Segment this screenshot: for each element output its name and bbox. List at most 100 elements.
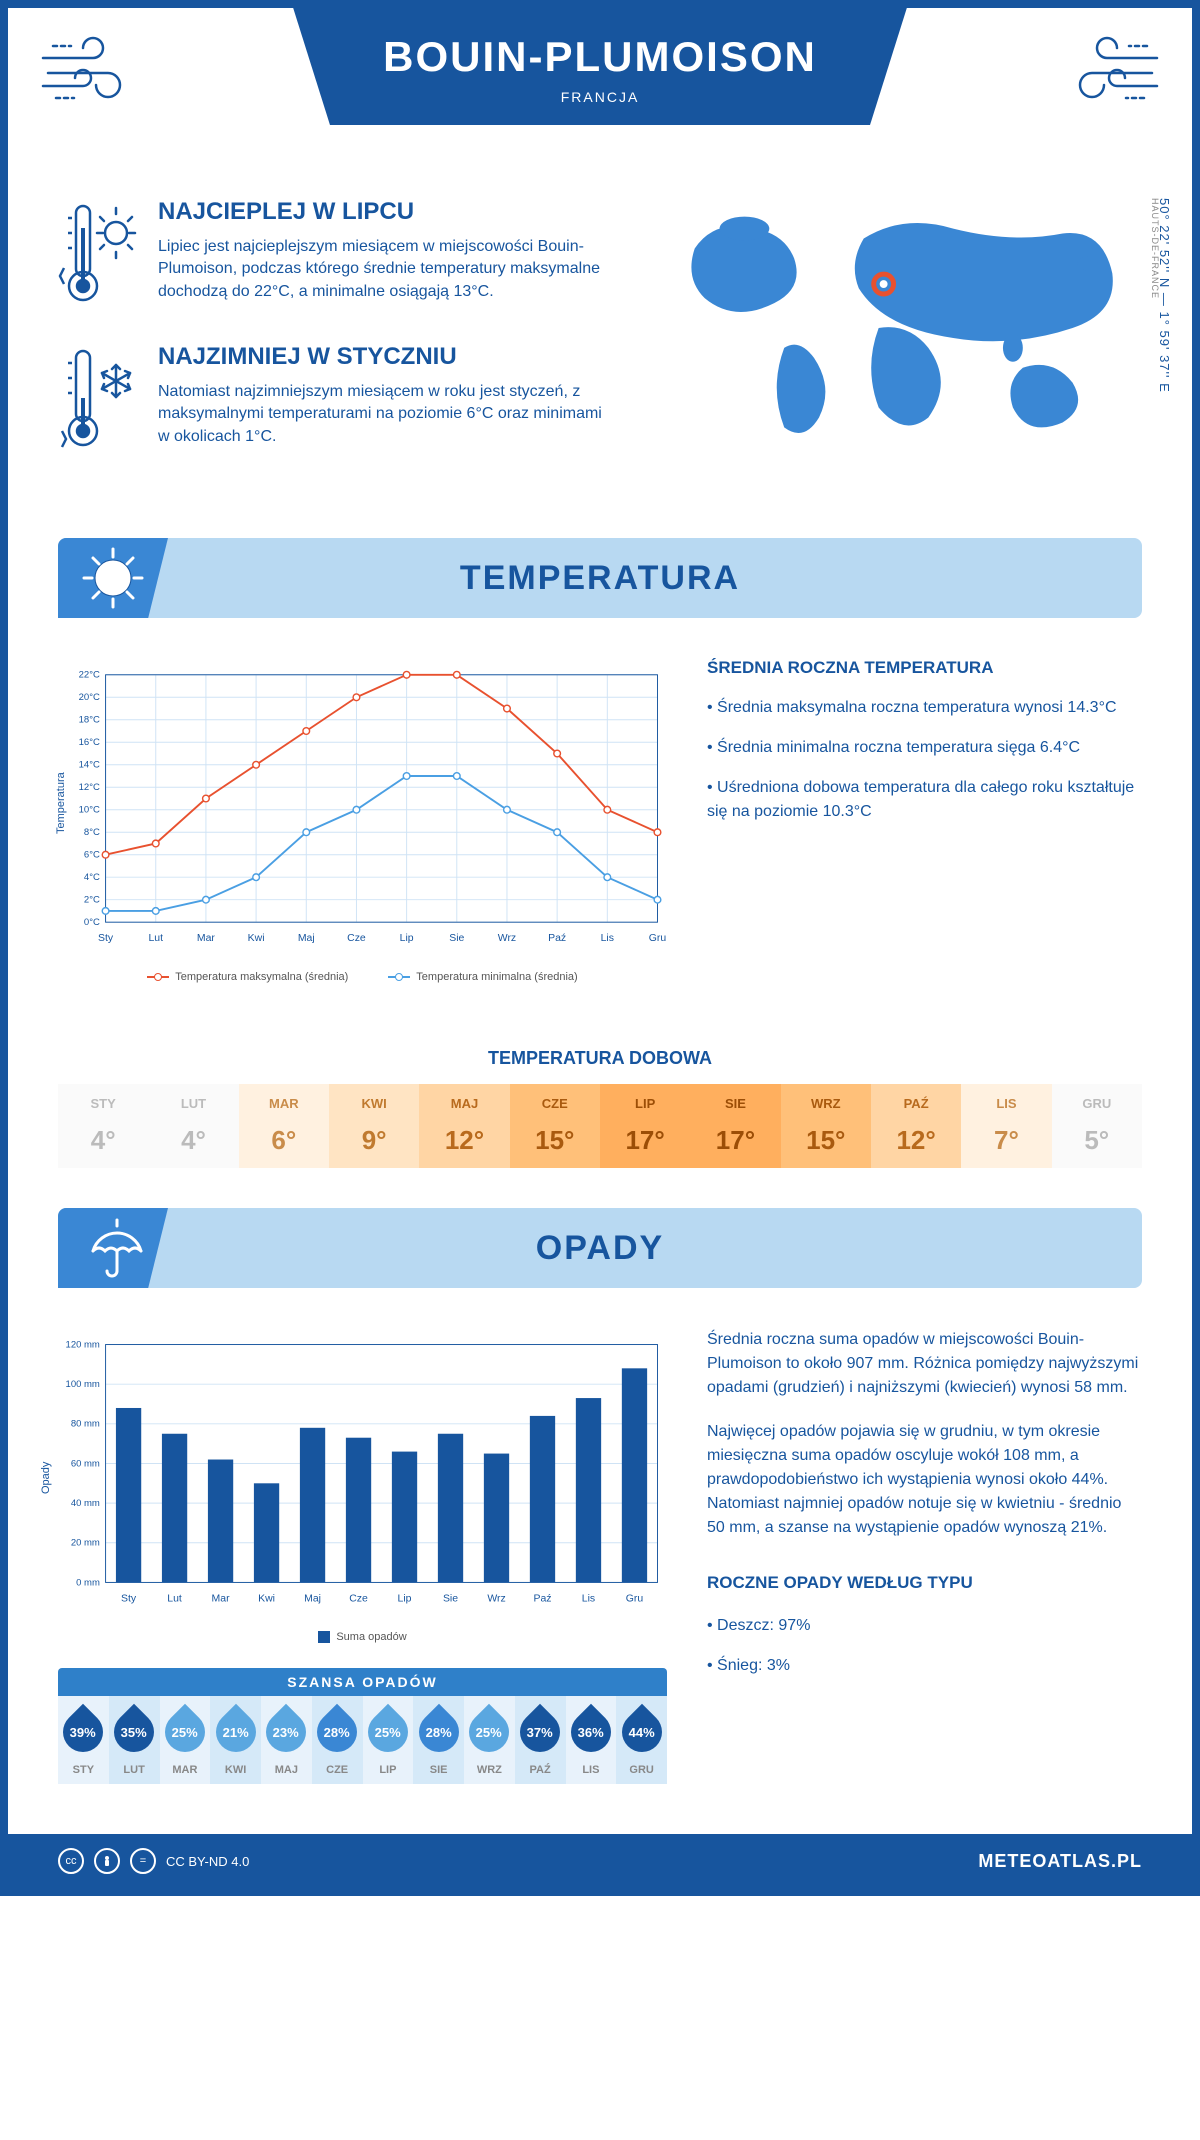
precip-type-item: • Śnieg: 3% <box>707 1654 1142 1678</box>
fact-title: NAJZIMNIEJ W STYCZNIU <box>158 343 605 371</box>
temperature-body: Temperatura 0°C2°C4°C6°C8°C10°C12°C14°C1… <box>8 628 1192 1028</box>
title-banner: BOUIN-PLUMOISON FRANCJA <box>293 8 907 125</box>
chance-cell: 21%KWI <box>210 1696 261 1784</box>
svg-text:Wrz: Wrz <box>487 1593 505 1604</box>
header: BOUIN-PLUMOISON FRANCJA <box>8 8 1192 178</box>
svg-text:Kwi: Kwi <box>258 1593 275 1604</box>
svg-text:Gru: Gru <box>649 933 667 944</box>
chance-cell: 44%GRU <box>616 1696 667 1784</box>
legend-min: Temperatura minimalna (średnia) <box>388 971 577 983</box>
cc-icon: cc <box>58 1848 84 1874</box>
precip-section-header: OPADY <box>58 1208 1142 1288</box>
license-text: CC BY-ND 4.0 <box>166 1854 249 1869</box>
svg-text:12°C: 12°C <box>79 782 100 793</box>
y-axis-label: Temperatura <box>55 772 67 834</box>
daily-temp-title: TEMPERATURA DOBOWA <box>8 1048 1192 1069</box>
fact-text: Natomiast najzimniejszym miesiącem w rok… <box>158 381 605 448</box>
chance-cell: 39%STY <box>58 1696 109 1784</box>
site-name: METEOATLAS.PL <box>978 1851 1142 1872</box>
chart-legend: Suma opadów <box>58 1631 667 1643</box>
facts-column: NAJCIEPLEJ W LIPCU Lipiec jest najcieple… <box>58 198 605 488</box>
chance-cell: 25%LIP <box>363 1696 414 1784</box>
daily-temp-cell: LIS7° <box>961 1084 1051 1168</box>
svg-text:Lis: Lis <box>582 1593 595 1604</box>
daily-temp-cell: MAJ12° <box>419 1084 509 1168</box>
coordinates-label: 50° 22' 52'' N — 1° 59' 37'' E <box>1157 198 1172 393</box>
sun-icon <box>58 538 168 618</box>
thermometer-snow-icon <box>58 343 138 458</box>
svg-text:20°C: 20°C <box>79 692 100 703</box>
svg-text:10°C: 10°C <box>79 805 100 816</box>
precip-chart-column: Opady 0 mm20 mm40 mm60 mm80 mm100 mm120 … <box>58 1328 667 1784</box>
warmest-fact: NAJCIEPLEJ W LIPCU Lipiec jest najcieple… <box>58 198 605 313</box>
temperature-summary: ŚREDNIA ROCZNA TEMPERATURA • Średnia mak… <box>707 658 1142 998</box>
svg-text:Mar: Mar <box>197 933 216 944</box>
footer: cc = CC BY-ND 4.0 METEOATLAS.PL <box>8 1834 1192 1888</box>
page: BOUIN-PLUMOISON FRANCJA NAJCIEPLEJ W LIP… <box>0 0 1200 1896</box>
chance-title: SZANSA OPADÓW <box>58 1668 667 1696</box>
chart-legend: Temperatura maksymalna (średnia) Tempera… <box>58 971 667 983</box>
chance-cell: 28%CZE <box>312 1696 363 1784</box>
section-title: TEMPERATURA <box>460 559 740 598</box>
country-label: FRANCJA <box>383 89 817 105</box>
temperature-section-header: TEMPERATURA <box>58 538 1142 618</box>
svg-text:Maj: Maj <box>304 1593 321 1604</box>
daily-temp-cell: SIE17° <box>690 1084 780 1168</box>
svg-text:0 mm: 0 mm <box>76 1577 100 1588</box>
svg-text:Gru: Gru <box>626 1593 644 1604</box>
svg-text:2°C: 2°C <box>84 895 100 906</box>
summary-title: ŚREDNIA ROCZNA TEMPERATURA <box>707 658 1142 678</box>
wind-icon <box>38 28 138 113</box>
svg-text:Lip: Lip <box>400 933 414 944</box>
summary-item: • Średnia minimalna roczna temperatura s… <box>707 736 1142 760</box>
summary-item: • Średnia maksymalna roczna temperatura … <box>707 696 1142 720</box>
wind-icon <box>1062 28 1162 113</box>
daily-temp-cell: WRZ15° <box>781 1084 871 1168</box>
svg-text:Paź: Paź <box>548 933 566 944</box>
by-icon <box>94 1848 120 1874</box>
svg-text:Mar: Mar <box>212 1593 231 1604</box>
daily-temp-cell: LIP17° <box>600 1084 690 1168</box>
precip-type-item: • Deszcz: 97% <box>707 1614 1142 1638</box>
precip-paragraph: Średnia roczna suma opadów w miejscowośc… <box>707 1328 1142 1400</box>
svg-text:40 mm: 40 mm <box>71 1498 100 1509</box>
umbrella-icon <box>58 1208 168 1288</box>
daily-temp-cell: PAŹ12° <box>871 1084 961 1168</box>
legend-precip: Suma opadów <box>318 1631 406 1643</box>
svg-text:Kwi: Kwi <box>248 933 265 944</box>
section-title: OPADY <box>536 1229 664 1268</box>
license-block: cc = CC BY-ND 4.0 <box>58 1848 249 1874</box>
daily-temp-table: STY4°LUT4°MAR6°KWI9°MAJ12°CZE15°LIP17°SI… <box>58 1084 1142 1168</box>
chance-cell: 25%WRZ <box>464 1696 515 1784</box>
svg-text:20 mm: 20 mm <box>71 1538 100 1549</box>
precip-types-title: ROCZNE OPADY WEDŁUG TYPU <box>707 1570 1142 1596</box>
chance-cell: 37%PAŹ <box>515 1696 566 1784</box>
precip-body: Opady 0 mm20 mm40 mm60 mm80 mm100 mm120 … <box>8 1298 1192 1804</box>
svg-text:100 mm: 100 mm <box>66 1379 100 1390</box>
fact-content: NAJZIMNIEJ W STYCZNIU Natomiast najzimni… <box>158 343 605 458</box>
svg-text:Sty: Sty <box>98 933 114 944</box>
svg-text:Cze: Cze <box>347 933 366 944</box>
chance-cell: 25%MAR <box>160 1696 211 1784</box>
svg-text:Wrz: Wrz <box>498 933 516 944</box>
intro-section: NAJCIEPLEJ W LIPCU Lipiec jest najcieple… <box>8 178 1192 528</box>
precip-bar-chart: Opady 0 mm20 mm40 mm60 mm80 mm100 mm120 … <box>58 1328 667 1648</box>
svg-text:120 mm: 120 mm <box>66 1339 100 1350</box>
legend-max: Temperatura maksymalna (średnia) <box>147 971 348 983</box>
y-axis-label: Opady <box>40 1462 52 1494</box>
daily-temp-cell: STY4° <box>58 1084 148 1168</box>
chance-cell: 36%LIS <box>566 1696 617 1784</box>
daily-temp-cell: GRU5° <box>1052 1084 1142 1168</box>
precip-text-column: Średnia roczna suma opadów w miejscowośc… <box>707 1328 1142 1784</box>
svg-text:Paź: Paź <box>533 1593 551 1604</box>
nd-icon: = <box>130 1848 156 1874</box>
fact-text: Lipiec jest najcieplejszym miesiącem w m… <box>158 236 605 303</box>
svg-text:Lut: Lut <box>148 933 163 944</box>
svg-text:0°C: 0°C <box>84 917 100 928</box>
daily-temp-cell: MAR6° <box>239 1084 329 1168</box>
fact-title: NAJCIEPLEJ W LIPCU <box>158 198 605 226</box>
svg-text:14°C: 14°C <box>79 760 100 771</box>
summary-item: • Uśredniona dobowa temperatura dla całe… <box>707 776 1142 824</box>
precip-chance-table: SZANSA OPADÓW 39%STY35%LUT25%MAR21%KWI23… <box>58 1668 667 1784</box>
svg-text:18°C: 18°C <box>79 715 100 726</box>
